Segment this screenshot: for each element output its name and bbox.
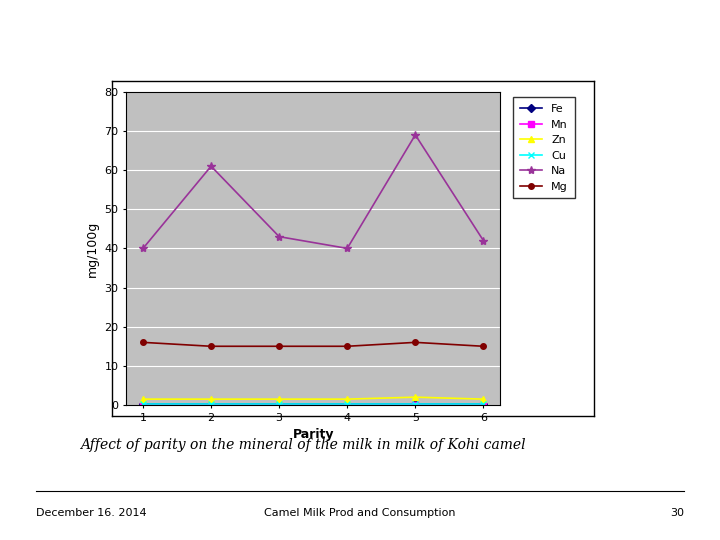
Text: Affect of parity on the mineral of the milk in milk of Kohi camel: Affect of parity on the mineral of the m… — [80, 438, 525, 453]
Mn — [275, 402, 284, 408]
Zn — [343, 396, 351, 402]
Mg — [207, 343, 215, 349]
Na — [343, 245, 351, 252]
Mg — [411, 339, 420, 346]
Fe — [275, 401, 284, 408]
Fe — [207, 401, 215, 408]
Mg — [275, 343, 284, 349]
Na — [207, 163, 215, 170]
Cu — [343, 401, 351, 407]
Na — [139, 245, 148, 252]
Text: 30: 30 — [670, 508, 684, 518]
Zn — [139, 396, 148, 402]
X-axis label: Parity: Parity — [292, 428, 334, 441]
Na — [479, 238, 487, 244]
Legend: Fe, Mn, Zn, Cu, Na, Mg: Fe, Mn, Zn, Cu, Na, Mg — [513, 97, 575, 199]
Line: Zn: Zn — [140, 394, 486, 402]
Fe — [411, 401, 420, 408]
Cu — [275, 401, 284, 407]
Mn — [207, 402, 215, 408]
Zn — [275, 396, 284, 402]
Zn — [479, 396, 487, 402]
Line: Mg: Mg — [140, 340, 486, 349]
Cu — [411, 401, 420, 407]
Y-axis label: mg/100g: mg/100g — [86, 220, 99, 276]
Fe — [343, 401, 351, 408]
Cu — [479, 401, 487, 407]
Mn — [411, 402, 420, 408]
Mg — [343, 343, 351, 349]
Mn — [343, 402, 351, 408]
Cu — [139, 401, 148, 407]
Text: Camel Milk Prod and Consumption: Camel Milk Prod and Consumption — [264, 508, 456, 518]
Na — [275, 233, 284, 240]
Fe — [139, 401, 148, 408]
Text: December 16. 2014: December 16. 2014 — [36, 508, 147, 518]
Fe — [479, 401, 487, 408]
Mg — [139, 339, 148, 346]
Mn — [139, 402, 148, 408]
Line: Fe: Fe — [140, 401, 486, 407]
Zn — [207, 396, 215, 402]
Line: Na: Na — [139, 131, 487, 253]
Mg — [479, 343, 487, 349]
Zn — [411, 394, 420, 401]
Na — [411, 132, 420, 138]
Line: Cu: Cu — [140, 401, 486, 407]
Cu — [207, 401, 215, 407]
Line: Mn: Mn — [140, 402, 486, 408]
Mn — [479, 402, 487, 408]
